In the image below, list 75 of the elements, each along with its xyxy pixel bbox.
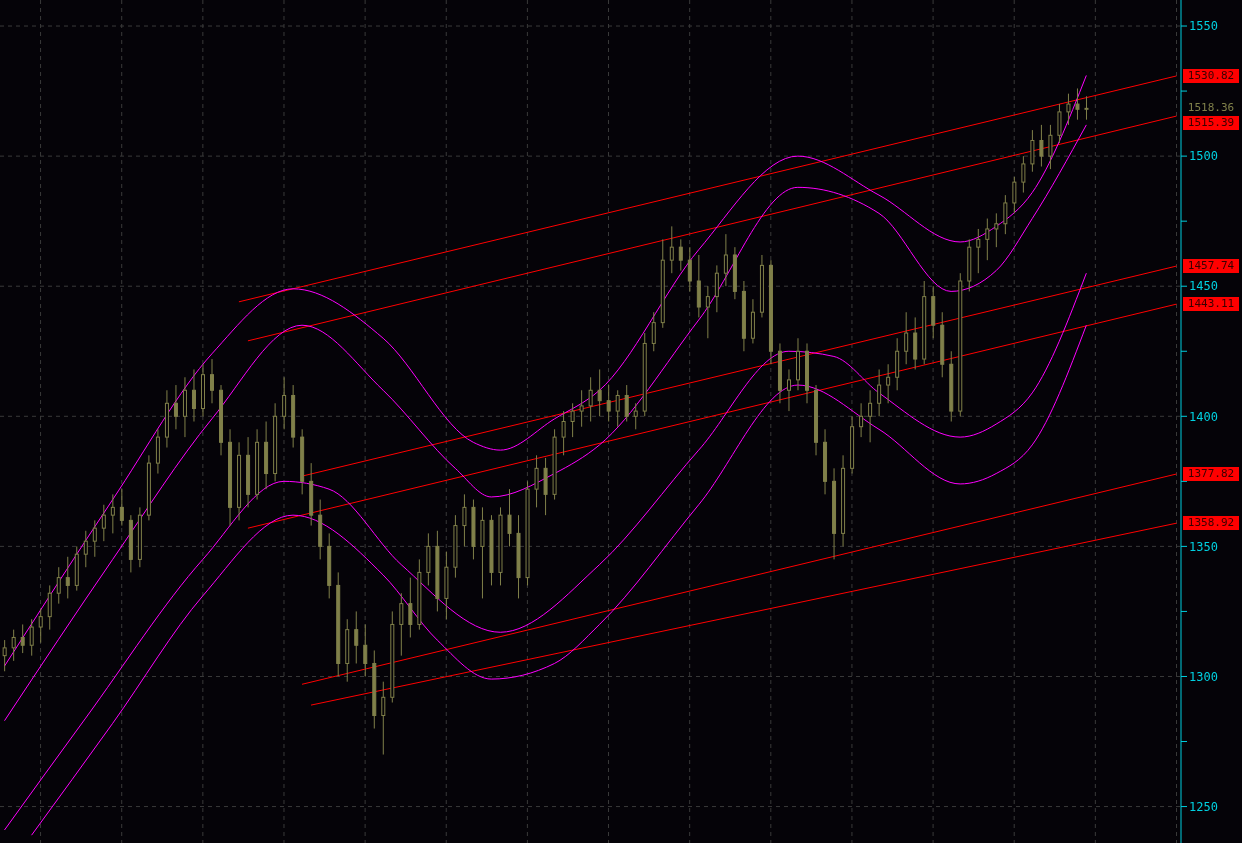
candlestick [534,454,539,508]
candlestick [570,402,575,438]
candlestick [408,577,413,638]
candlestick [886,363,891,404]
candlestick [678,238,683,272]
candlestick [363,623,368,677]
candlestick [1012,176,1017,214]
candlestick [11,629,16,662]
data-label: 1377.82 [1183,467,1239,481]
y-tick-label: 1300 [1189,669,1218,684]
line-series [4,74,1087,667]
y-tick-label: 1250 [1189,799,1218,814]
candlestick [597,368,602,417]
candlestick [47,584,52,631]
candlestick [687,246,692,292]
candlestick [507,488,512,547]
candlestick [210,358,215,404]
candlestick [354,610,359,664]
candlestick [651,311,656,352]
candlestick [173,384,178,430]
candlestick [985,218,990,261]
candlestick [868,389,873,443]
candlestick [92,519,97,558]
line-series [4,124,1087,722]
candlestick [101,504,106,542]
candlestick [1075,87,1080,121]
candlestick [56,566,61,605]
candlestick [606,384,611,422]
candlestick [1066,93,1071,126]
y-tick-label: 1550 [1189,19,1218,34]
candlestick [579,389,584,428]
candlestick [1048,124,1053,170]
candlestick [399,592,404,657]
candlestick [1030,129,1035,173]
candlestick [714,264,719,313]
candlestick [561,410,566,456]
candlestick [119,488,124,527]
y-tick-label: 1400 [1189,409,1218,424]
candlestick [110,493,115,534]
y-tick-label: 1350 [1189,539,1218,554]
candlestick [588,376,593,422]
candlestick [633,402,638,430]
candlestick [191,368,196,422]
candlestick [282,376,287,430]
candlestick [1039,124,1044,168]
data-label: 1443.11 [1183,297,1239,312]
text: 1518.36 [1187,101,1235,115]
candlestick [723,233,728,287]
candlestick [1003,194,1008,235]
candlestick [669,225,674,274]
candlestick [615,389,620,428]
candlestick [20,623,25,654]
candlestick [1084,95,1089,121]
candlestick [381,681,386,756]
candlestick [1057,103,1062,144]
data-label: 1457.74 [1183,259,1239,274]
candlestick [904,311,909,365]
candlestick [65,556,70,599]
data-label: 1515.39 [1183,116,1239,131]
data-label: 1530.82 [1183,68,1239,83]
candlestick [1021,155,1026,194]
candlestick [786,368,791,412]
y-tick-label: 1450 [1189,279,1218,294]
candlestick [705,285,710,339]
candlestick [462,493,467,547]
candlestick [29,618,34,657]
candlestick [38,608,43,644]
candlestick [994,212,999,248]
data-label: 1358.92 [1183,516,1239,531]
candlestick [624,384,629,422]
candlestick [976,228,981,274]
candlestick [877,368,882,417]
candlestick [859,402,864,438]
y-tick-label: 1500 [1189,149,1218,164]
candlestick [83,530,88,568]
